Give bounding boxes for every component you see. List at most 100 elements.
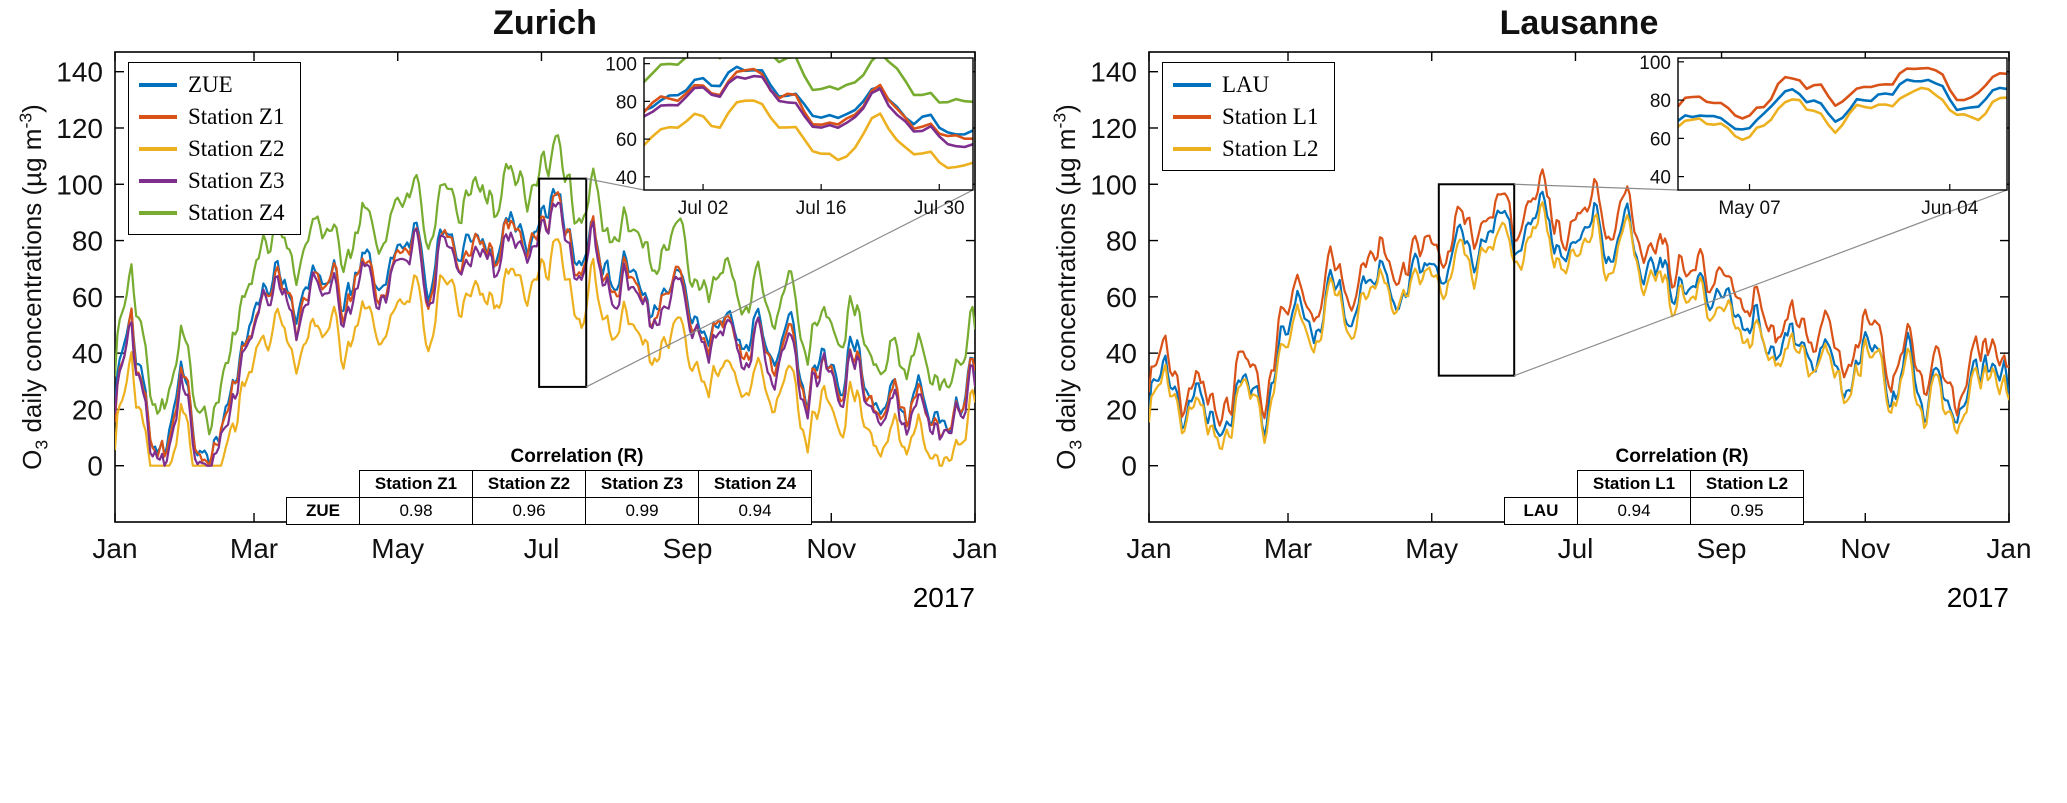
legend-line-swatch — [1173, 114, 1211, 119]
y-tick-label: 20 — [1106, 394, 1137, 425]
corr-header-row: Station L1 Station L2 — [1505, 470, 1804, 498]
corr-value-cell: 0.94 — [1577, 497, 1691, 525]
x-tick-label: May — [1405, 533, 1458, 564]
legend-lausanne: LAU Station L1 Station L2 — [1162, 62, 1336, 171]
ylabel-sup: -3 — [1049, 112, 1070, 129]
legend-item-station-z2: Station Z2 — [139, 134, 284, 163]
legend-line-swatch — [1173, 82, 1211, 87]
legend-line-swatch — [139, 146, 177, 151]
legend-label: ZUE — [188, 71, 233, 97]
ylabel-post: ) — [17, 104, 48, 113]
inset-series-line-station-z3 — [644, 74, 973, 149]
lausanne-plot-canvas: Jan Mar May Jul Sep Nov Jan 0 20 40 60 80 100 120 140 M… — [1090, 51, 2032, 564]
inset-x-tick-label: Jul 30 — [914, 198, 965, 219]
corr-value-cell: 0.95 — [1690, 497, 1804, 525]
chart-title-zurich: Zurich — [493, 4, 597, 42]
correlation-grid: Station L1 Station L2 LAU 0.94 0.95 — [1504, 470, 1804, 525]
legend-item-lau: LAU — [1173, 70, 1318, 99]
zoom-region-box — [1437, 183, 1516, 377]
corr-column-header: Station L1 — [1577, 470, 1691, 498]
inset-y-tick-label: 80 — [1650, 91, 1671, 112]
y-tick-label: 20 — [72, 394, 103, 425]
corr-column-header: Station Z2 — [472, 470, 586, 498]
x-tick-label: Jan — [952, 533, 997, 564]
corr-header-row: Station Z1 Station Z2 Station Z3 Station Z4 — [287, 470, 812, 498]
inset-x-tick-label: Jun 04 — [1921, 198, 1978, 219]
chart-panel-zurich: Jan Mar May Jul Sep Nov Jan 0 20 40 60 80 100 120 140 J… — [0, 0, 1033, 803]
corr-value-cell: 0.94 — [698, 497, 812, 525]
series-line-station-z3 — [115, 201, 975, 467]
y-tick-label: 80 — [1106, 226, 1137, 257]
inset-series-line-station-z1 — [644, 67, 973, 140]
legend-label: Station Z3 — [188, 167, 285, 193]
legend-label: Station Z1 — [188, 103, 285, 129]
inset-series-line-station-z2 — [644, 99, 973, 170]
correlation-table-zurich: Correlation (R) Station Z1 Station Z2 Stat… — [286, 446, 812, 525]
corr-column-header: Station Z1 — [359, 470, 473, 498]
y-axis-label-zurich: O3 daily concentrations (µg m-3) — [16, 104, 53, 470]
corr-value-cell: 0.96 — [472, 497, 586, 525]
zoom-connector-line — [586, 178, 645, 191]
legend-zurich: ZUE Station Z1 Station Z2 Station Z3 Station… — [128, 62, 302, 235]
legend-line-swatch — [139, 82, 177, 87]
y-tick-label: 60 — [72, 282, 103, 313]
corr-row-label: LAU — [1504, 497, 1578, 525]
zoom-connector-line — [1514, 183, 1679, 191]
inset-series-line-station-l2 — [1678, 86, 2007, 142]
chart-panel-lausanne: Jan Mar May Jul Sep Nov Jan 0 20 40 60 80 100 120 140 M… — [1034, 0, 2067, 803]
y-tick-label: 140 — [56, 57, 103, 88]
correlation-title: Correlation (R) — [1615, 446, 1749, 467]
legend-item-station-l1: Station L1 — [1173, 102, 1318, 131]
legend-line-swatch — [139, 114, 177, 119]
y-tick-label: 0 — [87, 451, 103, 482]
inset-y-tick-label: 40 — [1650, 168, 1671, 189]
ylabel-mid: daily concentrations (µg m — [1051, 128, 1082, 440]
legend-label: Station Z4 — [188, 199, 285, 225]
legend-label: Station L2 — [1222, 135, 1319, 161]
y-tick-label: 120 — [1090, 113, 1137, 144]
x-tick-label: May — [371, 533, 424, 564]
legend-item-zue: ZUE — [139, 70, 284, 99]
correlation-grid: Station Z1 Station Z2 Station Z3 Station Z4… — [286, 470, 812, 525]
corr-value-row: LAU 0.94 0.95 — [1504, 497, 1804, 525]
ylabel-sup: -3 — [15, 112, 36, 129]
legend-line-swatch — [1173, 146, 1211, 151]
corr-value-cell: 0.99 — [585, 497, 699, 525]
x-tick-label: Sep — [1697, 533, 1747, 564]
y-tick-label: 120 — [56, 113, 103, 144]
legend-line-swatch — [139, 178, 177, 183]
ylabel-pre: O — [17, 449, 48, 470]
inset-box — [1677, 57, 2008, 191]
ylabel-sub: 3 — [1065, 439, 1086, 450]
corr-column-header: Station Z4 — [698, 470, 812, 498]
correlation-title: Correlation (R) — [510, 446, 644, 467]
inset-series-line-station-l1 — [1678, 66, 2007, 120]
ylabel-post: ) — [1051, 104, 1082, 113]
x-tick-label: Nov — [806, 533, 856, 564]
year-label-zurich: 2017 — [912, 582, 975, 613]
ylabel-sub: 3 — [31, 439, 52, 450]
inset-y-tick-label: 60 — [1650, 129, 1671, 150]
x-tick-label: Mar — [230, 533, 278, 564]
x-tick-label: Mar — [1264, 533, 1312, 564]
inset-series-line-station-z4 — [644, 58, 973, 104]
y-tick-label: 100 — [56, 169, 103, 200]
zoom-connector-line — [1513, 189, 2008, 377]
corr-corner-blank — [1505, 471, 1578, 498]
corr-value-cell: 0.98 — [359, 497, 473, 525]
legend-item-station-z4: Station Z4 — [139, 198, 284, 227]
x-tick-label: Jan — [92, 533, 137, 564]
inset-x-tick-label: Jul 16 — [796, 198, 847, 219]
legend-label: LAU — [1222, 71, 1270, 97]
series-line-lau — [1149, 190, 2009, 438]
legend-label: Station Z2 — [188, 135, 285, 161]
x-tick-label: Jul — [1558, 533, 1594, 564]
correlation-table-lausanne: Correlation (R) Station L1 Station L2 LAU 0… — [1504, 446, 1804, 525]
x-tick-label: Sep — [663, 533, 713, 564]
x-tick-label: Nov — [1840, 533, 1890, 564]
corr-corner-blank — [287, 471, 360, 498]
inset-box — [643, 57, 974, 191]
corr-column-header: Station Z3 — [585, 470, 699, 498]
zoom-connector-line — [585, 189, 974, 388]
